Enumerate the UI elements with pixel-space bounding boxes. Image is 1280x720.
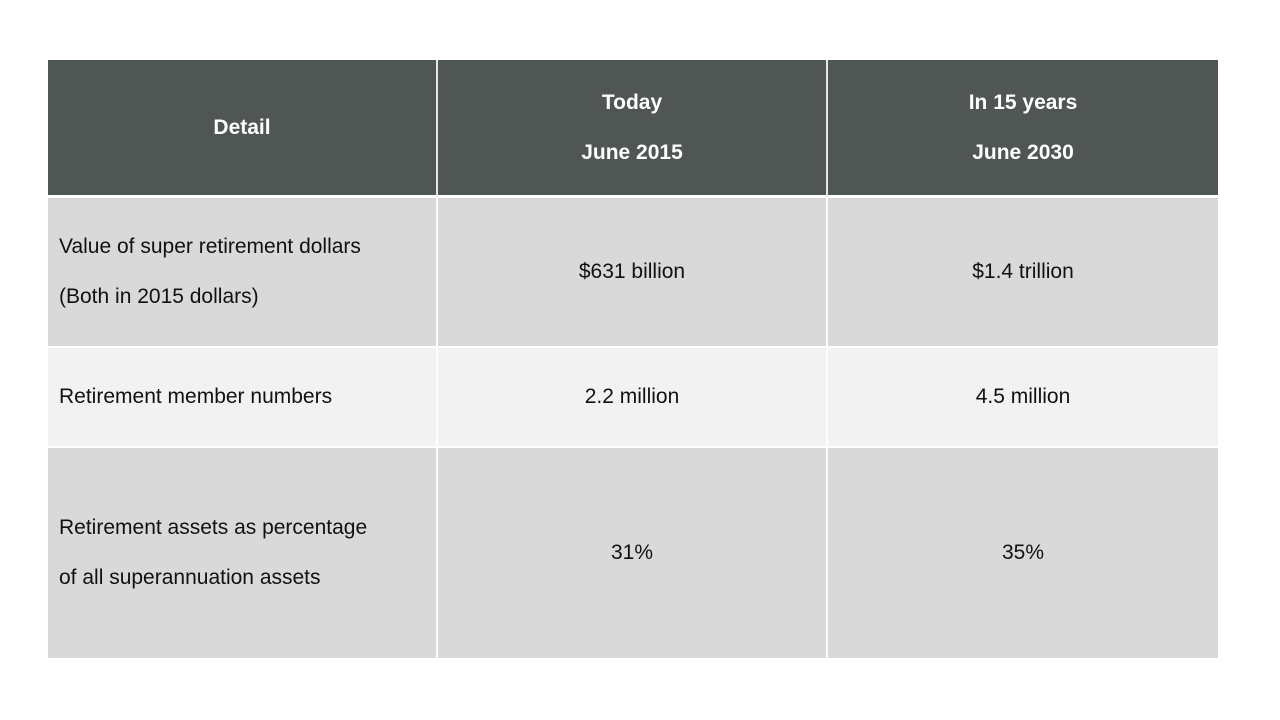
header-cell-detail: Detail — [48, 60, 438, 198]
row-value-detail-line1: Value of super retirement dollars — [59, 235, 361, 258]
row-assets-today-cell: 31% — [438, 448, 828, 658]
row-assets-detail-line1: Retirement assets as percentage — [59, 516, 368, 539]
row-members-in15-value: 4.5 million — [975, 385, 1071, 408]
header-today-label: Today — [601, 90, 663, 114]
row-assets-in15-value: 35% — [1001, 541, 1045, 564]
row-members-today-cell: 2.2 million — [438, 348, 828, 448]
row-members-in15-cell: 4.5 million — [828, 348, 1218, 448]
row-members-detail-cell: Retirement member numbers — [48, 348, 438, 448]
row-assets-detail-line2: of all superannuation assets — [59, 566, 321, 589]
row-assets-in15-cell: 35% — [828, 448, 1218, 658]
header-cell-in-15-years: In 15 years June 2030 — [828, 60, 1218, 198]
header-cell-today: Today June 2015 — [438, 60, 828, 198]
header-detail-label: Detail — [213, 115, 271, 139]
header-today-date-label: June 2015 — [581, 140, 683, 164]
row-assets-today-value: 31% — [610, 541, 654, 564]
row-value-detail-cell: Value of super retirement dollars (Both … — [48, 198, 438, 348]
row-value-detail-line2: (Both in 2015 dollars) — [59, 285, 259, 308]
row-value-in15-cell: $1.4 trillion — [828, 198, 1218, 348]
retirement-projection-table: Detail Today June 2015 In 15 years June … — [48, 60, 1218, 658]
row-value-today-value: $631 billion — [578, 260, 686, 283]
header-in-15-years-label: In 15 years — [968, 90, 1078, 114]
row-value-in15-value: $1.4 trillion — [972, 260, 1074, 283]
row-assets-detail-cell: Retirement assets as percentage of all s… — [48, 448, 438, 658]
row-members-today-value: 2.2 million — [584, 385, 680, 408]
row-value-today-cell: $631 billion — [438, 198, 828, 348]
row-members-detail-line1: Retirement member numbers — [59, 385, 333, 408]
header-in-15-years-date-label: June 2030 — [972, 140, 1074, 164]
